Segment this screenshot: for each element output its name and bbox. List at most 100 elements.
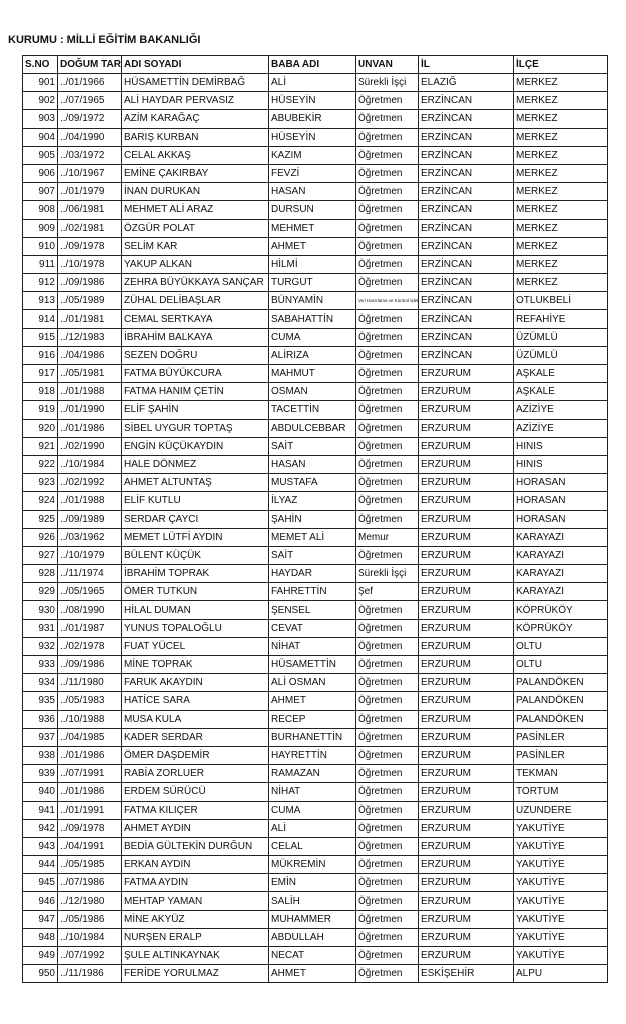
table-cell: ERZİNCAN — [418, 182, 514, 202]
column-header: DOĞUM TAR. — [57, 55, 122, 74]
table-cell: ../01/1979 — [57, 182, 122, 202]
table-cell: KARAYAZI — [513, 564, 608, 584]
table-cell: 928 — [22, 564, 58, 584]
table-cell: 938 — [22, 745, 58, 766]
table-row: 939 ../07/1991 RABİA ZORLUER RAMAZAN Öğretme… — [22, 764, 608, 784]
table-cell: FAHRETTİN — [268, 582, 356, 602]
table-cell: ../03/1972 — [57, 145, 122, 165]
table-cell: 933 — [22, 654, 58, 675]
table-cell: HINIS — [513, 436, 608, 456]
table-cell: ../09/1989 — [57, 509, 122, 529]
table-row: 938 ../01/1986 ÖMER DAŞDEMİR HAYRETTİN Öğret… — [22, 745, 608, 766]
table-cell: YAKUTİYE — [513, 818, 608, 838]
table-cell: Öğretmen — [355, 636, 419, 657]
table-row: 910 ../09/1978 SELİM KAR AHMET Öğretmen ERZİN… — [22, 236, 608, 256]
table-cell: Öğretmen — [355, 709, 419, 729]
table-cell: KÖPRÜKÖY — [513, 618, 608, 638]
table-cell: YAKUTİYE — [513, 927, 608, 948]
table-row: 932 ../02/1978 FUAT YÜCEL NİHAT Öğretmen ERZU… — [22, 636, 608, 657]
table-cell: ÖZGÜR POLAT — [121, 218, 269, 238]
table-cell: 903 — [22, 109, 58, 129]
table-cell: TURGUT — [268, 273, 356, 293]
table-cell: ERZURUM — [418, 691, 514, 711]
table-cell: MUSA KULA — [121, 709, 269, 729]
table-cell: AZİZİYE — [513, 400, 608, 420]
table-row: 923 ../02/1992 AHMET ALTUNTAŞ MUSTAFA Öğretm… — [22, 473, 608, 493]
table-cell: CUMA — [268, 800, 356, 820]
table-row: 922 ../10/1984 HALE DÖNMEZ HASAN Öğretmen ERZ… — [22, 454, 608, 475]
table-cell: Öğretmen — [355, 91, 419, 111]
table-cell: HALE DÖNMEZ — [121, 454, 269, 475]
table-cell: İLYAZ — [268, 491, 356, 511]
table-cell: BARIŞ KURBAN — [121, 127, 269, 147]
table-row: 907 ../01/1979 İNAN DURUKAN HASAN Öğretmen ER… — [22, 182, 608, 202]
table-row: 903 ../09/1972 AZİM KARAĞAÇ ABUBEKİR Öğretme… — [22, 109, 608, 129]
table-cell: ERZİNCAN — [418, 345, 514, 366]
table-cell: PASİNLER — [513, 745, 608, 766]
table-cell: ../10/1978 — [57, 254, 122, 275]
table-cell: ERZURUM — [418, 382, 514, 402]
table-cell: AHMET — [268, 691, 356, 711]
table-cell: KARAYAZI — [513, 527, 608, 547]
table-cell: HORASAN — [513, 473, 608, 493]
table-cell: ../12/1983 — [57, 327, 122, 347]
table-cell: MERKEZ — [513, 127, 608, 147]
table-cell: HÜSAMETTİN — [268, 654, 356, 675]
table-cell: ../07/1965 — [57, 91, 122, 111]
table-cell: RABİA ZORLUER — [121, 764, 269, 784]
table-cell: ELİF ŞAHİN — [121, 400, 269, 420]
table-cell: ERZURUM — [418, 873, 514, 893]
table-cell: ERZİNCAN — [418, 91, 514, 111]
table-cell: FEVZİ — [268, 163, 356, 184]
table-cell: PALANDÖKEN — [513, 673, 608, 693]
table-row: 931 ../01/1987 YUNUS TOPALOĞLU CEVAT Öğretme… — [22, 618, 608, 638]
table-cell: 946 — [22, 891, 58, 911]
table-cell: 917 — [22, 363, 58, 384]
table-cell: ../04/1991 — [57, 836, 122, 857]
table-cell: 936 — [22, 709, 58, 729]
table-cell: KÖPRÜKÖY — [513, 600, 608, 620]
table-cell: ../07/1986 — [57, 873, 122, 893]
table-cell: Sürekli İşçi — [355, 564, 419, 584]
table-cell: HÜSEYİN — [268, 91, 356, 111]
table-row: 926 ../03/1962 MEMET LÜTFİ AYDIN MEMET ALİ M… — [22, 527, 608, 547]
table-cell: HAYRETTİN — [268, 745, 356, 766]
table-row: 950 ../11/1986 FERİDE YORULMAZ AHMET Öğretme… — [22, 964, 608, 984]
table-cell: ../05/1981 — [57, 363, 122, 384]
table-cell: BURHANETTİN — [268, 727, 356, 747]
table-cell: Öğretmen — [355, 727, 419, 747]
table-cell: Öğretmen — [355, 836, 419, 857]
table-cell: AZİM KARAĞAÇ — [121, 109, 269, 129]
table-cell: MUSTAFA — [268, 473, 356, 493]
table-cell: ALİ — [268, 818, 356, 838]
table-cell: ELİF KUTLU — [121, 491, 269, 511]
table-cell: Sürekli İşçi — [355, 72, 419, 93]
table-cell: 926 — [22, 527, 58, 547]
table-cell: MİNE AKYÜZ — [121, 909, 269, 929]
table-cell: ERZURUM — [418, 909, 514, 929]
table-cell: KARAYAZI — [513, 582, 608, 602]
table-cell: SERDAR ÇAYCI — [121, 509, 269, 529]
table-cell: ALİ OSMAN — [268, 673, 356, 693]
table-cell: ../01/1991 — [57, 800, 122, 820]
table-cell: TACETTİN — [268, 400, 356, 420]
table-cell: 902 — [22, 91, 58, 111]
table-cell: MUHAMMER — [268, 909, 356, 929]
table-cell: ALİ — [268, 72, 356, 93]
table-cell: Öğretmen — [355, 764, 419, 784]
table-row: 904 ../04/1990 BARIŞ KURBAN HÜSEYİN Öğretmen… — [22, 127, 608, 147]
table-cell: NİHAT — [268, 636, 356, 657]
table-cell: MERKEZ — [513, 273, 608, 293]
table-cell: SALİH — [268, 891, 356, 911]
table-cell: Öğretmen — [355, 127, 419, 147]
table-cell: Öğretmen — [355, 691, 419, 711]
table-cell: ERZİNCAN — [418, 163, 514, 184]
column-header: BABA ADI — [268, 55, 356, 74]
table-cell: ERZURUM — [418, 400, 514, 420]
table-cell: ERZİNCAN — [418, 254, 514, 275]
table-cell: KADER SERDAR — [121, 727, 269, 747]
table-row: 909 ../02/1981 ÖZGÜR POLAT MEHMET Öğretmen ER… — [22, 218, 608, 238]
table-cell: SAİT — [268, 545, 356, 566]
table-cell: ERZURUM — [418, 418, 514, 438]
table-cell: HAYDAR — [268, 564, 356, 584]
